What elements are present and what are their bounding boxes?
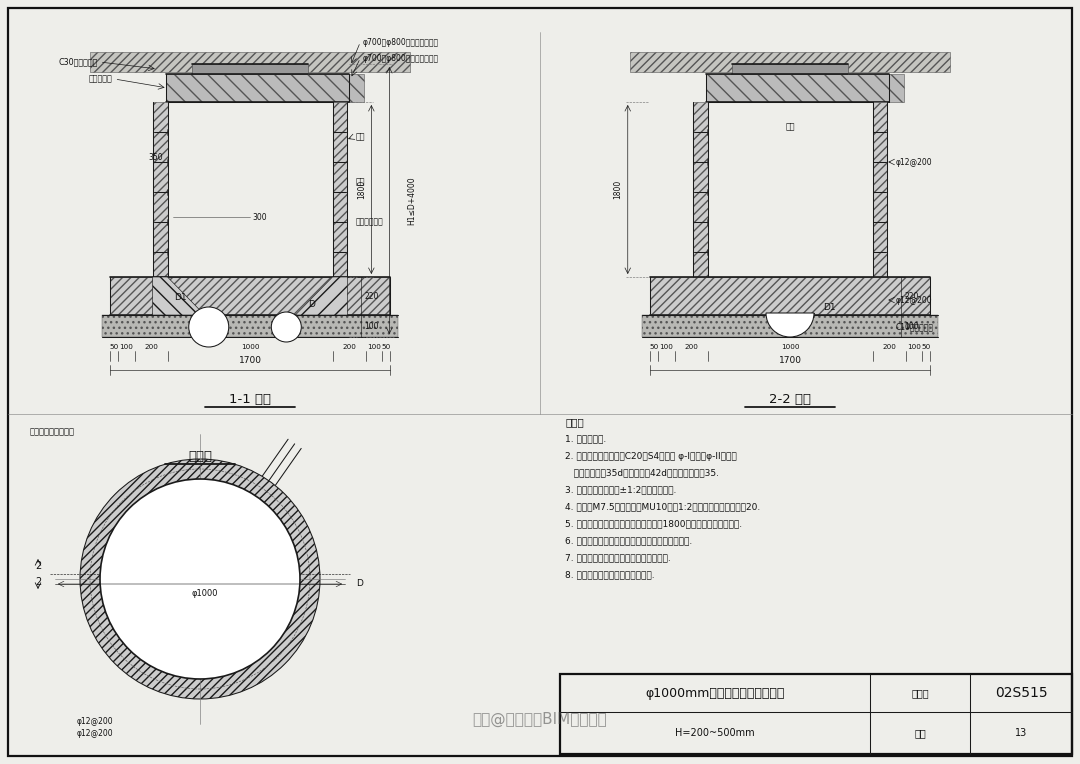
Text: C30混凝土井圆: C30混凝土井圆 [58,57,98,66]
Text: 100: 100 [904,322,919,331]
Text: 100: 100 [659,344,673,350]
Text: 头条@昆山天友BIM技术和询: 头条@昆山天友BIM技术和询 [473,711,607,727]
Text: 混凝土盖板: 混凝土盖板 [89,75,112,83]
Bar [192,64,308,74]
Text: 100: 100 [907,344,920,350]
Text: D1: D1 [823,303,835,312]
Text: 钢筋锶固长度35d、搞接长度42d；混凝土净保护35.: 钢筋锶固长度35d、搞接长度42d；混凝土净保护35. [565,468,719,478]
Polygon shape [295,277,348,315]
Text: C10混凝土垫层: C10混凝土垫层 [895,322,933,332]
Bar [705,74,904,102]
Text: 平面图: 平面图 [188,449,212,462]
Text: 50: 50 [381,344,391,350]
Circle shape [80,459,320,699]
Text: D: D [356,580,364,588]
Text: φ700或φ800钉铁井盖及支座: φ700或φ800钉铁井盖及支座 [363,37,438,47]
Bar [873,102,888,277]
Text: 3. 座浆、据三角套用±1:2防水水泥沙浆.: 3. 座浆、据三角套用±1:2防水水泥沙浆. [565,485,676,494]
Text: 1. 单位：毫米.: 1. 单位：毫米. [565,435,606,443]
Text: 6. 插入支管超过圆分用洗面砂石、混凝土或砖善实.: 6. 插入支管超过圆分用洗面砂石、混凝土或砖善实. [565,536,692,545]
Text: φ12@200: φ12@200 [77,717,113,726]
Text: 200: 200 [342,344,356,350]
Text: 1000: 1000 [781,344,799,350]
Text: 50: 50 [649,344,659,350]
Bar [110,277,390,315]
Text: 200: 200 [882,344,896,350]
Text: φ700或φ800预制混凝土井圆: φ700或φ800预制混凝土井圆 [363,53,438,63]
Text: 100: 100 [367,344,380,350]
Text: 02S515: 02S515 [995,686,1048,700]
Text: 50: 50 [109,344,119,350]
Text: 1800: 1800 [356,180,366,199]
Text: 4. 流槽用M7.5水泥沙浆砖MU10砖；1:2防水水泥沙浆抹面，厔20.: 4. 流槽用M7.5水泥沙浆砖MU10砖；1:2防水水泥沙浆抹面，厔20. [565,503,760,512]
Text: 8. 井国及井盖的安装件关见井国图.: 8. 井国及井盖的安装件关见井国图. [565,571,654,580]
Text: 管外壁粗精毛: 管外壁粗精毛 [355,218,383,226]
Text: 1700: 1700 [239,355,261,364]
Text: H1≤D+4000: H1≤D+4000 [407,176,416,225]
Text: 350: 350 [148,153,163,161]
Bar [732,64,848,74]
Text: 1000: 1000 [241,344,259,350]
Text: 2-2 剔面: 2-2 剔面 [769,393,811,406]
Text: 1800: 1800 [613,180,622,199]
Text: 座浆: 座浆 [355,177,365,186]
Bar [692,102,707,277]
Text: 蹯步: 蹯步 [355,132,365,141]
Text: 2. 井墙及底板混凝土为C20、S4；钢筋 φ-I级钉、φ-II级钉；: 2. 井墙及底板混凝土为C20、S4；钢筋 φ-I级钉、φ-II级钉； [565,452,737,461]
Polygon shape [152,277,204,315]
Text: 图集号: 图集号 [912,688,929,698]
Text: 50: 50 [921,344,931,350]
Text: D1: D1 [175,293,187,302]
Text: 300: 300 [253,212,268,222]
Circle shape [271,312,301,342]
Text: 100: 100 [364,322,379,331]
Bar [333,102,348,277]
Text: 1700: 1700 [779,355,801,364]
Text: 13: 13 [1015,728,1027,738]
Circle shape [189,307,229,347]
Text: 说明：: 说明： [565,417,584,427]
Circle shape [100,479,300,679]
Bar [165,74,364,102]
Text: D: D [308,299,314,309]
Text: 顶平插入支管见详图: 顶平插入支管见详图 [30,428,75,436]
Text: 2: 2 [35,577,41,587]
Text: 2: 2 [35,561,41,571]
Text: 200: 200 [144,344,158,350]
Text: H=200~500mm: H=200~500mm [675,728,755,738]
Text: 1-1 剔面: 1-1 剔面 [229,393,271,406]
Bar [650,277,930,315]
Text: φ1000: φ1000 [192,590,218,598]
Bar [90,52,410,72]
Text: 审核: 审核 [914,728,926,738]
Text: 7. 顶平插入支管见圆形排水检查井尺寸表.: 7. 顶平插入支管见圆形排水检查井尺寸表. [565,553,671,562]
Text: φ12@200: φ12@200 [895,296,932,305]
Text: 220: 220 [364,292,378,300]
Text: φ12@200: φ12@200 [895,157,932,167]
Bar [561,674,1072,754]
Text: 200: 200 [684,344,698,350]
Bar [102,315,399,337]
Text: φ12@200: φ12@200 [77,730,113,739]
Text: 蹯步: 蹯步 [785,122,795,131]
Text: 5. 井室高度自井底至盖板底面高一般为1800，理邏不足时适当减少.: 5. 井室高度自井底至盖板底面高一般为1800，理邏不足时适当减少. [565,520,742,529]
Text: 100: 100 [119,344,133,350]
Text: 220: 220 [904,292,918,300]
Bar [152,102,167,277]
Wedge shape [766,313,814,337]
Text: φ1000mm圆形混凝土雨水检查井: φ1000mm圆形混凝土雨水检查井 [646,687,785,700]
Bar [630,52,950,72]
Bar [642,315,939,337]
